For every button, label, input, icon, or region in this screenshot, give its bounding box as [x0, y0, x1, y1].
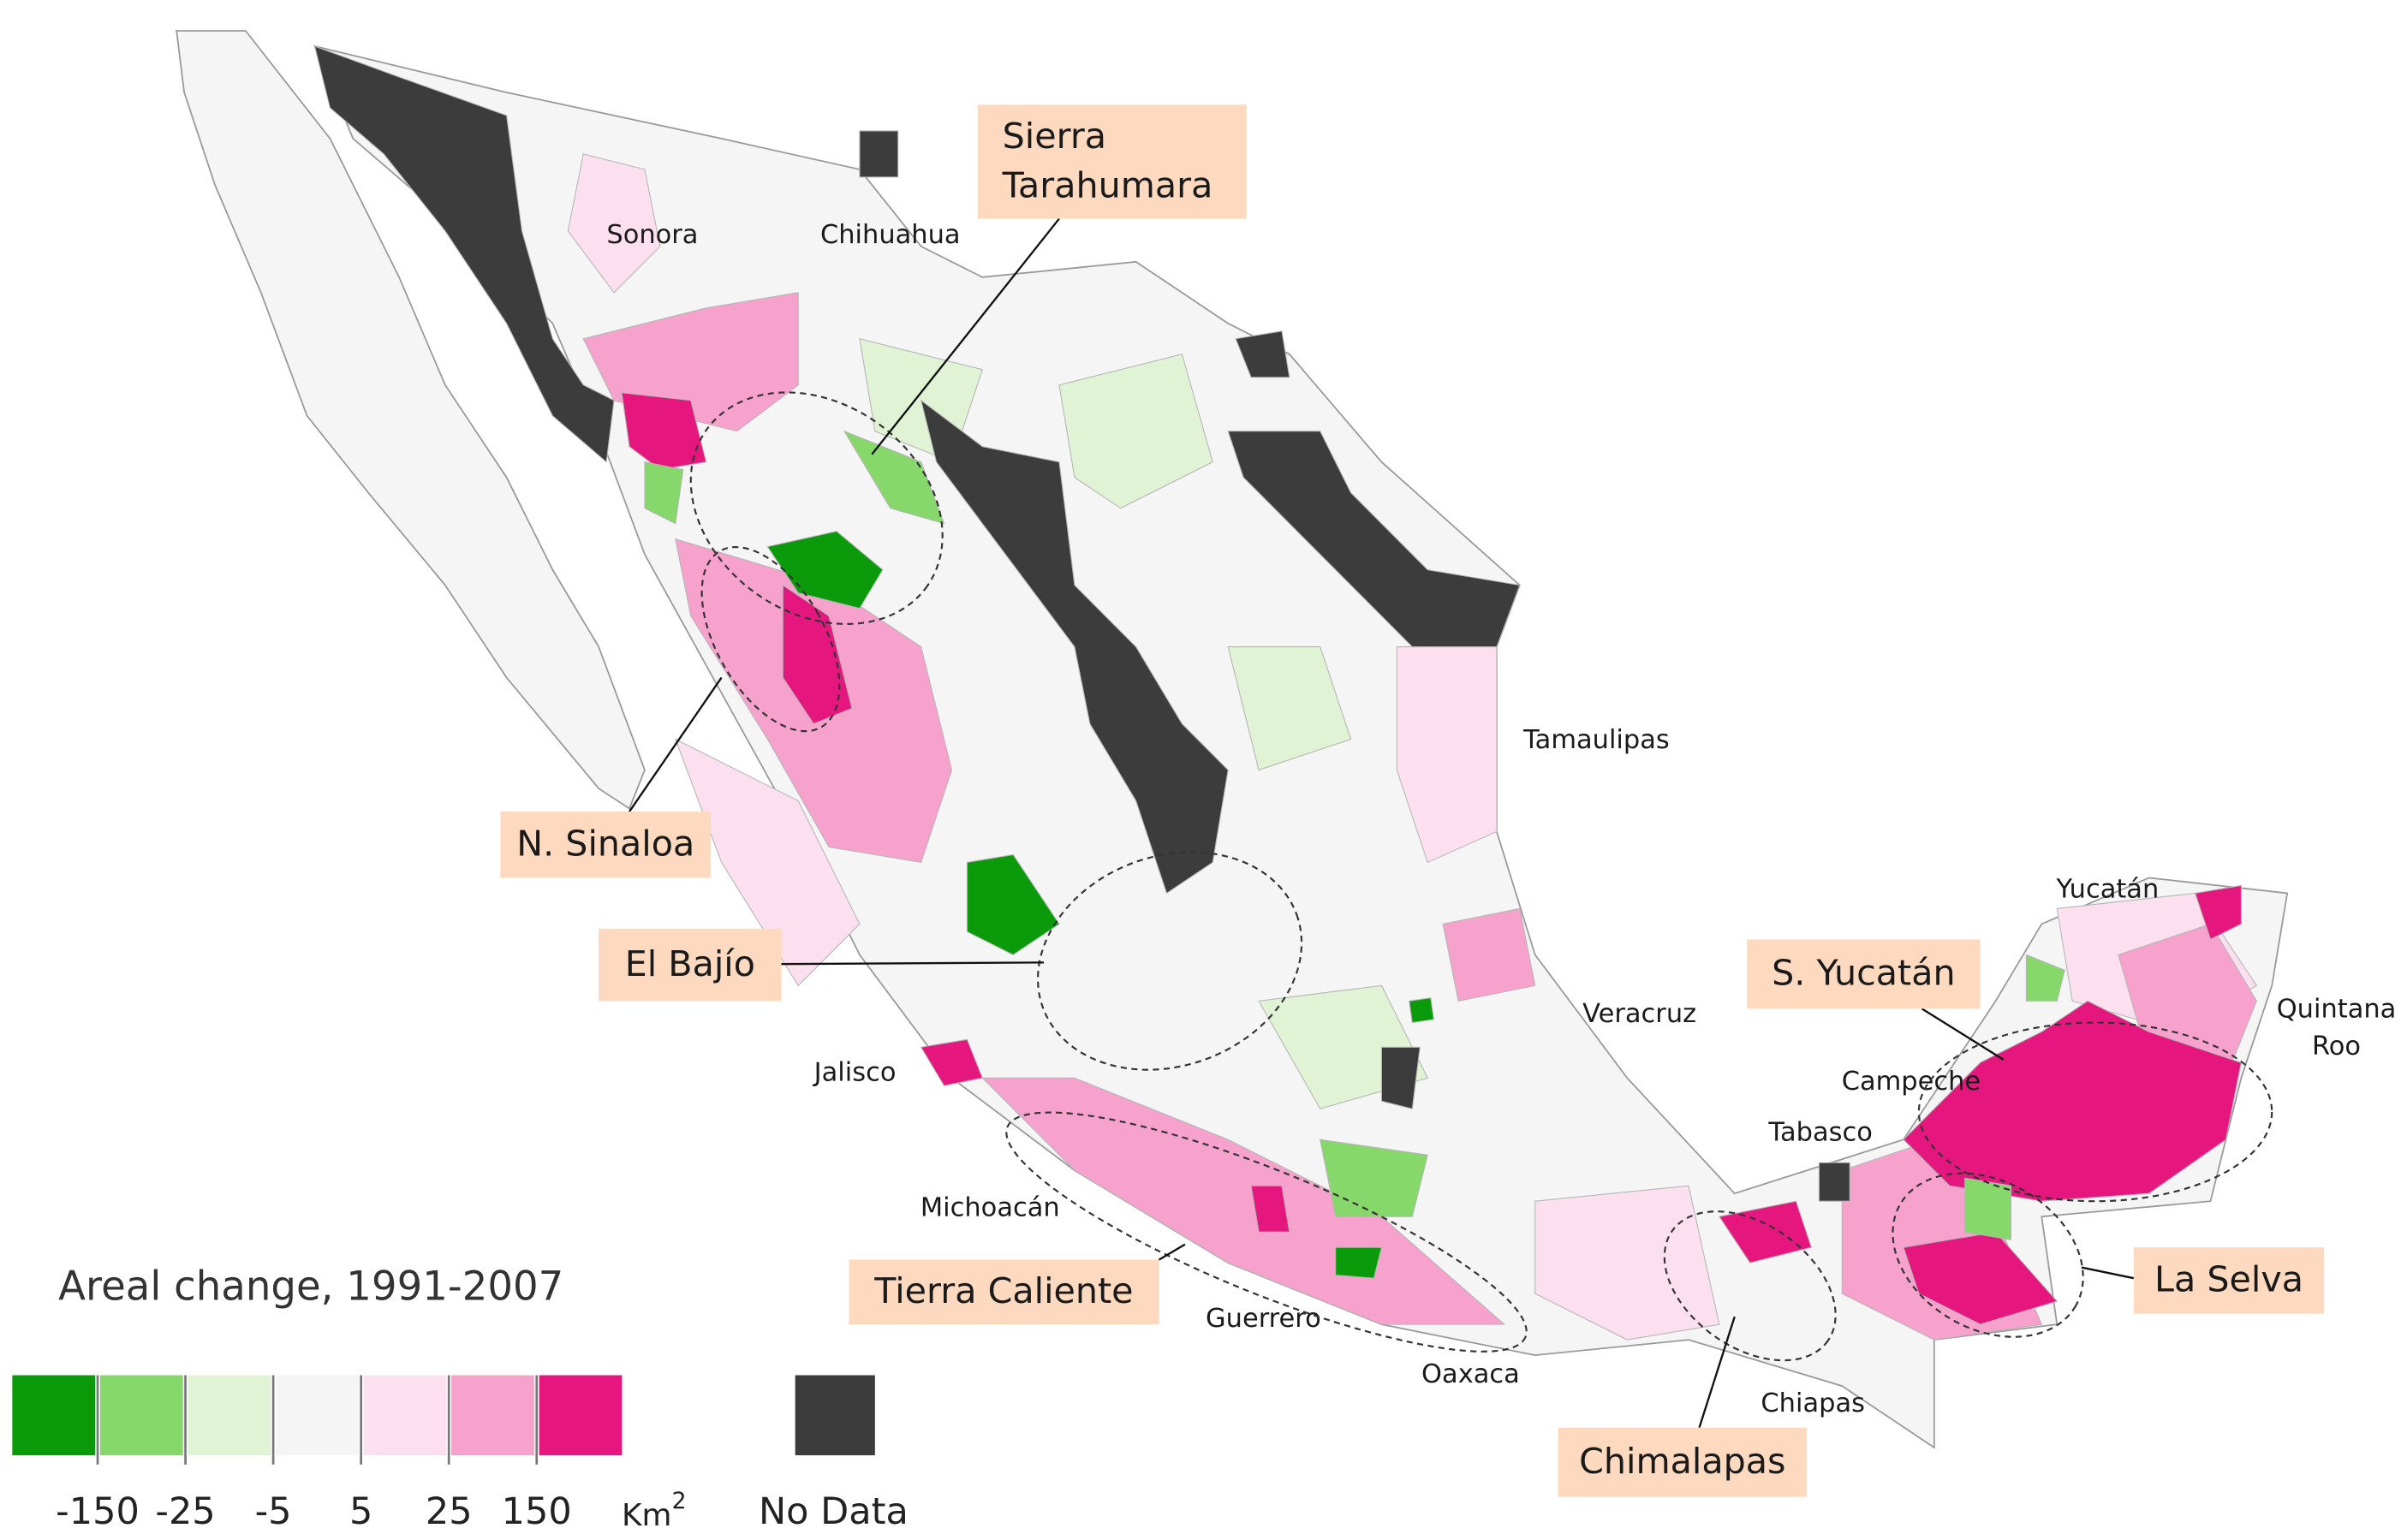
- municipality-area: [567, 153, 661, 294]
- leader-line: [629, 676, 723, 812]
- legend-swatch: [795, 1375, 875, 1456]
- municipality-area: [1250, 1185, 1290, 1233]
- legend-swatch: [451, 1375, 534, 1456]
- region-box: [977, 104, 1247, 219]
- municipality-area: [1320, 1139, 1428, 1217]
- municipality-area: [2025, 954, 2065, 1002]
- municipality-area: [1964, 1177, 2012, 1240]
- municipality-area: [674, 738, 861, 987]
- region-outline: [1663, 1210, 1837, 1362]
- legend-label: -5: [255, 1490, 292, 1533]
- municipality-area: [1380, 1046, 1421, 1109]
- region-label: Tierra Caliente: [873, 1270, 1133, 1311]
- unit-base: Km: [622, 1498, 671, 1533]
- municipality-area: [920, 1038, 984, 1086]
- region-outline: [1005, 1111, 1528, 1353]
- region-label: Tarahumara: [1002, 164, 1213, 205]
- region-label: N. Sinaloa: [516, 824, 694, 865]
- legend-label: -25: [155, 1490, 215, 1533]
- region-outline: [689, 391, 944, 625]
- legend-swatch: [363, 1375, 447, 1456]
- region-label: S. Yucatán: [1772, 953, 1955, 994]
- state-label: Michoacán: [920, 1193, 1060, 1223]
- legend-label: -150: [56, 1490, 140, 1533]
- unit-exponent: 2: [671, 1487, 686, 1513]
- leader-line: [1158, 1243, 1186, 1261]
- region-label: Sierra: [1003, 116, 1106, 157]
- municipality-area: [766, 531, 884, 609]
- legend-label: 150: [502, 1490, 572, 1533]
- legend-swatch: [275, 1375, 359, 1456]
- legend-label: No Data: [759, 1490, 909, 1533]
- municipality-area: [859, 130, 899, 178]
- state-label: Sonora: [606, 220, 698, 250]
- leader-line: [871, 217, 1060, 455]
- region-box: [2133, 1247, 2325, 1314]
- municipality-area: [1335, 1246, 1383, 1279]
- state-label: Quintana: [2277, 995, 2397, 1025]
- municipality-area: [1442, 907, 1536, 1002]
- region-box: [1747, 939, 1981, 1009]
- municipality-area: [621, 392, 707, 471]
- state-label: Tabasco: [1767, 1118, 1873, 1148]
- land: [176, 30, 646, 810]
- municipality-area: [2194, 884, 2242, 941]
- legend-unit: Km2: [622, 1487, 687, 1533]
- legend-title: Areal change, 1991-2007: [58, 1264, 563, 1310]
- state-label: Jalisco: [813, 1057, 897, 1087]
- municipality-area: [1534, 1185, 1720, 1341]
- legend-swatch: [188, 1375, 271, 1456]
- leader-line: [2081, 1266, 2135, 1280]
- legend-label: 5: [349, 1490, 372, 1533]
- legend-swatch: [539, 1375, 623, 1456]
- state-label: Guerrero: [1206, 1304, 1321, 1334]
- region-box: [500, 812, 712, 878]
- state-label: Yucatán: [2056, 874, 2160, 904]
- municipality-area: [920, 399, 1229, 895]
- region-outline: [700, 545, 841, 733]
- state-label: Chiapas: [1761, 1388, 1865, 1418]
- legend-swatch: [12, 1375, 96, 1456]
- municipality-area: [1058, 354, 1213, 509]
- region-box: [1558, 1427, 1808, 1497]
- leader-line: [1921, 1008, 2005, 1061]
- state-label: Tamaulipas: [1522, 725, 1670, 755]
- municipality-area: [1227, 646, 1352, 771]
- state-label: Campeche: [1842, 1067, 1981, 1097]
- region-outline: [1917, 1021, 2273, 1203]
- municipality-area: [313, 45, 615, 463]
- municipality-area: [1409, 997, 1435, 1024]
- leader-line: [781, 961, 1045, 966]
- legend-label: 25: [426, 1490, 473, 1533]
- legend-swatch: [99, 1375, 183, 1456]
- region-box: [599, 928, 782, 1002]
- state-label: Veracruz: [1582, 999, 1696, 1029]
- municipality-area: [1235, 330, 1290, 378]
- region-box: [849, 1259, 1159, 1325]
- municipality-area: [966, 853, 1060, 956]
- region-label: La Selva: [2154, 1259, 2303, 1300]
- state-label: Roo: [2312, 1032, 2361, 1061]
- region-label: El Bajío: [625, 943, 755, 984]
- municipality-area: [1818, 1162, 1850, 1202]
- municipality-area: [843, 430, 945, 525]
- region-outline: [1892, 1172, 2084, 1338]
- state-label: Chihuahua: [820, 220, 961, 250]
- municipality-area: [1718, 1200, 1813, 1264]
- region-outline: [1036, 851, 1303, 1071]
- municipality-area: [1227, 431, 1521, 648]
- leader-line: [1698, 1316, 1736, 1429]
- state-label: Oaxaca: [1421, 1359, 1520, 1389]
- municipality-area: [644, 461, 684, 525]
- region-label: Chimalapas: [1579, 1441, 1785, 1482]
